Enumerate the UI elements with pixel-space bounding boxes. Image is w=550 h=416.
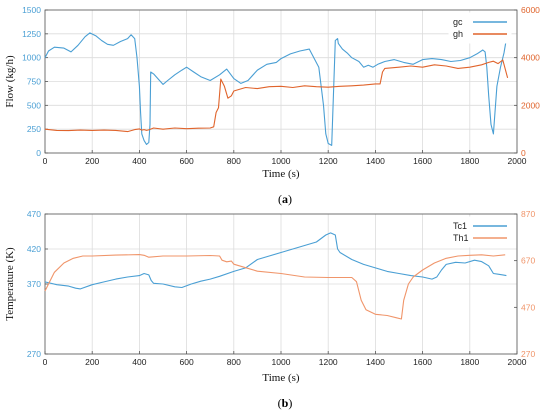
x-axis-label: Time (s) <box>262 168 300 180</box>
x-tick-label: 1000 <box>272 156 291 166</box>
y-left-tick-label: 1500 <box>22 5 41 15</box>
legend-box <box>448 12 512 44</box>
y-right-tick-label: 2000 <box>521 100 540 110</box>
y-axis-label: Temperature (K) <box>4 247 16 321</box>
x-tick-label: 1600 <box>413 156 432 166</box>
x-tick-label: 1800 <box>460 357 479 367</box>
x-tick-label: 800 <box>227 357 241 367</box>
x-tick-label: 1800 <box>460 156 479 166</box>
x-tick-label: 400 <box>132 156 146 166</box>
legend-label-tc1: Tc1 <box>453 221 467 231</box>
legend-box <box>448 216 512 248</box>
y-right-tick-label: 6000 <box>521 5 540 15</box>
x-tick-label: 1200 <box>319 156 338 166</box>
x-tick-label: 400 <box>132 357 146 367</box>
x-tick-label: 800 <box>227 156 241 166</box>
y-left-tick-label: 500 <box>27 100 41 110</box>
x-tick-label: 0 <box>43 357 48 367</box>
y-left-tick-label: 250 <box>27 124 41 134</box>
caption-b: (b) <box>277 396 293 410</box>
x-axis-label: Time (s) <box>262 372 300 384</box>
x-tick-label: 2000 <box>508 357 527 367</box>
x-tick-label: 0 <box>43 156 48 166</box>
legend-label-gh: gh <box>453 29 463 39</box>
y-left-tick-label: 270 <box>27 349 41 359</box>
series-line-th1 <box>44 254 506 320</box>
series-line-gh <box>44 59 509 133</box>
y-axis-label: Flow (kg/h) <box>4 55 16 108</box>
y-right-tick-label: 870 <box>521 209 535 219</box>
legend: gc gh <box>448 12 512 44</box>
y-left-tick-label: 1250 <box>22 29 41 39</box>
y-left-tick-label: 1000 <box>22 53 41 63</box>
y-right-tick-label: 270 <box>521 349 535 359</box>
y-left-tick-label: 370 <box>27 279 41 289</box>
x-tick-label: 200 <box>85 357 99 367</box>
x-tick-label: 1600 <box>413 357 432 367</box>
y-right-tick-label: 4000 <box>521 53 540 63</box>
x-tick-label: 600 <box>180 357 194 367</box>
series-line-tc1 <box>44 232 507 290</box>
chart-a: 0 200 400 600 800 1000 1200 1400 1600 1800 2000025… <box>4 5 540 180</box>
y-right-tick-label: 0 <box>521 148 526 158</box>
x-tick-label: 600 <box>180 156 194 166</box>
x-tick-label: 1000 <box>272 357 291 367</box>
x-tick-label: 1400 <box>366 156 385 166</box>
y-right-tick-label: 670 <box>521 256 535 266</box>
legend-label-th1: Th1 <box>453 233 469 243</box>
y-left-tick-label: 420 <box>27 244 41 254</box>
caption-a: (a) <box>278 192 292 206</box>
y-right-tick-label: 470 <box>521 302 535 312</box>
chart-b: 0 200 400 600 800 1000 1200 1400 1600 1800 2000270… <box>4 209 535 384</box>
series-line-gc <box>44 31 509 146</box>
legend-label-gc: gc <box>453 17 463 27</box>
y-left-tick-label: 470 <box>27 209 41 219</box>
y-left-tick-label: 0 <box>36 148 41 158</box>
x-tick-label: 1200 <box>319 357 338 367</box>
x-tick-label: 1400 <box>366 357 385 367</box>
y-left-tick-label: 750 <box>27 77 41 87</box>
x-tick-label: 200 <box>85 156 99 166</box>
x-tick-label: 2000 <box>508 156 527 166</box>
